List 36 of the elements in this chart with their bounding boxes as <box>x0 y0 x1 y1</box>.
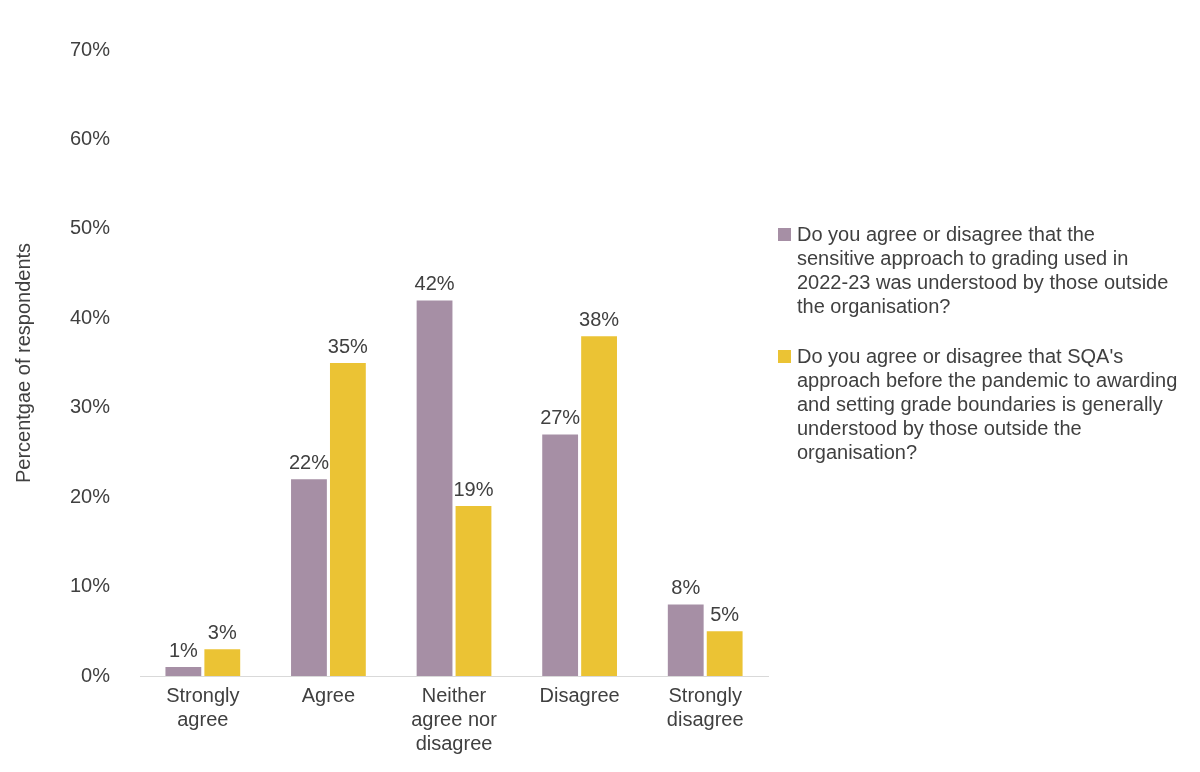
y-tick-label: 60% <box>70 126 111 149</box>
bar <box>165 667 202 676</box>
data-label: 42% <box>414 271 455 294</box>
y-tick-label: 10% <box>70 574 111 597</box>
bar <box>542 434 579 676</box>
x-tick-label: Neither agree nor disagree <box>411 683 498 754</box>
x-tick-label: Disagree <box>539 683 620 706</box>
bar <box>204 649 241 676</box>
bar <box>329 363 366 676</box>
y-tick-label: 30% <box>70 395 111 418</box>
legend-label: Do you agree or disagree that SQA's approach before the pandemic to awarding and setting grade boundaries is generally understood by those outside the organisation? <box>797 344 1178 464</box>
y-tick-label: 70% <box>70 37 111 60</box>
bar <box>455 506 492 676</box>
y-tick-label: 20% <box>70 484 111 507</box>
data-label: 8% <box>671 575 701 598</box>
data-label: 38% <box>579 307 620 330</box>
bar <box>581 336 617 676</box>
data-label: 1% <box>168 638 199 661</box>
data-label: 5% <box>710 602 740 625</box>
x-tick-label: Strongly disagree <box>666 683 744 730</box>
bar <box>667 604 704 676</box>
y-tick-label: 40% <box>70 305 111 328</box>
data-label: 3% <box>207 620 237 643</box>
legend-label: Do you agree or disagree that the sensitive approach to grading used in 2022-23 was understood by those outside the organisation? <box>797 222 1170 318</box>
y-tick-label: 0% <box>81 663 111 686</box>
data-label: 27% <box>540 406 581 429</box>
data-label: 35% <box>327 334 369 357</box>
bar <box>291 479 327 676</box>
bar <box>416 300 453 676</box>
x-tick-label: Strongly agree <box>166 683 240 730</box>
data-label: 22% <box>288 450 330 473</box>
bar <box>706 631 743 676</box>
y-axis-title: Percentgae of respondents <box>11 242 34 484</box>
y-tick-label: 50% <box>70 216 111 239</box>
x-tick-label: Agree <box>301 683 356 706</box>
data-label: 19% <box>453 477 494 500</box>
